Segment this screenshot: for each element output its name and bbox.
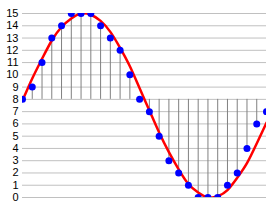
svg-text:8: 8 [12, 93, 18, 105]
svg-text:12: 12 [6, 44, 18, 56]
svg-text:1: 1 [12, 179, 18, 191]
svg-text:2: 2 [12, 166, 18, 178]
svg-text:4: 4 [12, 142, 18, 154]
svg-text:10: 10 [6, 68, 18, 80]
svg-text:13: 13 [6, 32, 18, 44]
svg-text:0: 0 [12, 191, 18, 203]
svg-text:11: 11 [7, 56, 18, 68]
svg-text:14: 14 [6, 19, 18, 31]
svg-text:9: 9 [12, 81, 18, 93]
svg-text:5: 5 [12, 130, 18, 142]
svg-text:15: 15 [6, 7, 18, 19]
svg-text:3: 3 [12, 154, 18, 166]
svg-text:6: 6 [12, 117, 18, 129]
svg-text:7: 7 [12, 105, 18, 117]
